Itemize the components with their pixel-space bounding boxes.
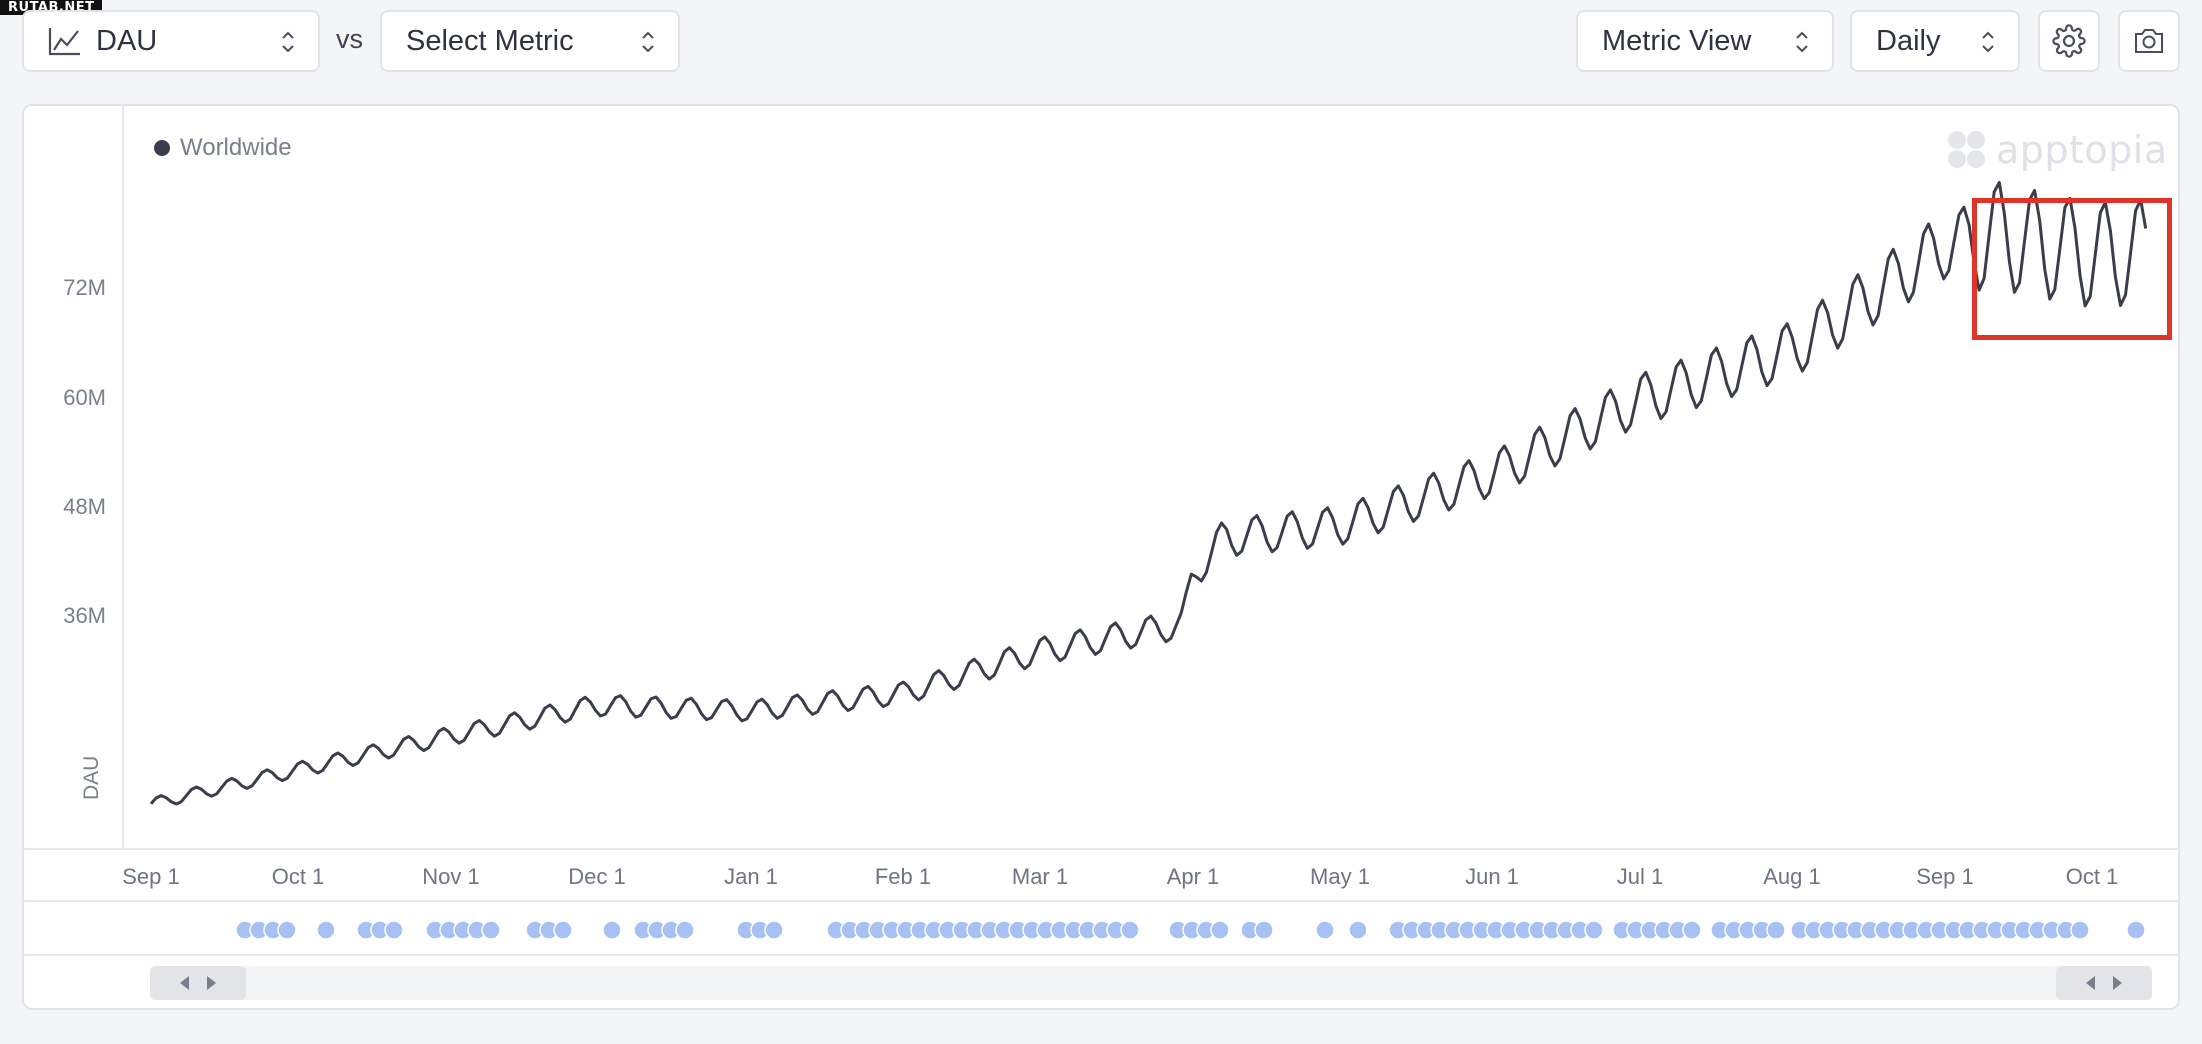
x-tick-label: Jan 1 (724, 864, 778, 889)
settings-button[interactable] (2038, 10, 2100, 72)
arrow-right-icon (2113, 976, 2122, 990)
apptopia-logo-text: apptopia (1996, 128, 2168, 172)
legend-swatch (154, 140, 170, 156)
metric-select-label: DAU (96, 24, 158, 57)
x-tick-label: Jun 1 (1465, 864, 1519, 889)
chevron-updown-icon (642, 31, 654, 53)
range-handle-right[interactable] (2056, 966, 2152, 1000)
vs-label: vs (336, 24, 363, 54)
y-axis-line (122, 106, 124, 848)
compare-metric-select[interactable]: Select Metric (380, 10, 680, 72)
x-tick-label: Jul 1 (1616, 864, 1664, 889)
granularity-select[interactable]: Daily (1850, 10, 2020, 72)
arrow-left-icon (180, 976, 189, 990)
metric-select[interactable]: DAU (22, 10, 320, 72)
screenshot-button[interactable] (2118, 10, 2180, 72)
view-select-label: Metric View (1602, 24, 1752, 57)
view-select[interactable]: Metric View (1576, 10, 1834, 72)
x-tick-label: Oct 1 (271, 864, 325, 889)
axis-divider (22, 900, 2180, 902)
x-tick-label: Oct 1 (2065, 864, 2119, 889)
compare-metric-label: Select Metric (406, 24, 574, 57)
arrow-left-icon (2086, 976, 2095, 990)
chart-legend[interactable]: Worldwide (154, 134, 292, 162)
x-tick-label: Sep 1 (1916, 864, 1974, 889)
granularity-select-label: Daily (1876, 24, 1941, 57)
markers-divider (22, 954, 2180, 956)
x-tick-label: May 1 (1310, 864, 1370, 889)
gear-icon (2052, 24, 2086, 58)
x-tick-label: Sep 1 (122, 864, 180, 889)
camera-icon (2135, 29, 2163, 53)
x-tick-label: Apr 1 (1166, 864, 1220, 889)
range-handle-left[interactable] (150, 966, 246, 1000)
y-tick-label: 60M (63, 385, 106, 410)
y-tick-label: 72M (63, 275, 106, 300)
x-axis-line (22, 848, 2180, 850)
x-tick-label: Aug 1 (1763, 864, 1821, 889)
y-tick-label: 36M (63, 603, 106, 628)
range-scrollbar[interactable] (150, 966, 2152, 1000)
chevron-updown-icon (1796, 31, 1808, 53)
apptopia-logo-icon (1948, 131, 1985, 168)
chevron-updown-icon (282, 31, 294, 53)
x-tick-label: Nov 1 (422, 864, 480, 889)
legend-label: Worldwide (180, 134, 292, 161)
x-tick-label: Mar 1 (1011, 864, 1069, 889)
chevron-updown-icon (1982, 31, 1994, 53)
y-axis-title: DAU (80, 755, 103, 800)
line-chart-icon (48, 26, 82, 56)
highlight-annotation-box (1972, 198, 2172, 340)
x-tick-label: Feb 1 (874, 864, 932, 889)
x-tick-label: Dec 1 (568, 864, 626, 889)
chart-panel (22, 104, 2180, 1010)
apptopia-logo: apptopia (1946, 128, 2168, 172)
y-tick-label: 48M (63, 494, 106, 519)
arrow-right-icon (207, 976, 216, 990)
